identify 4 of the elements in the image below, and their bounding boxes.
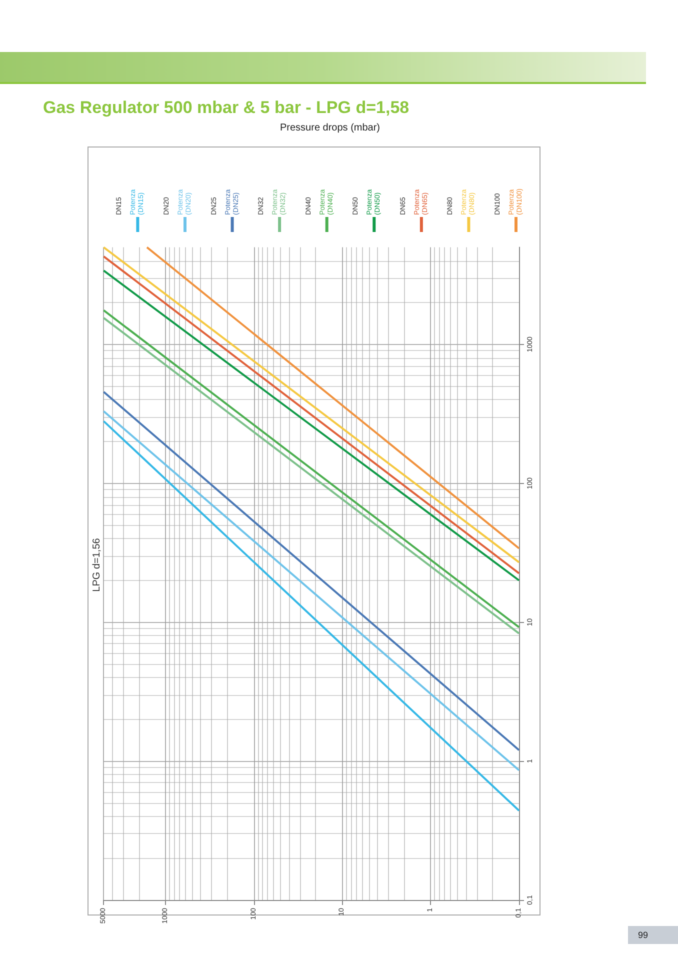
chart-title: Gas Regulator 500 mbar & 5 bar - LPG d=1,58 [43, 98, 410, 117]
text: 99 [638, 930, 648, 940]
y-axis-title: LPG d=1,56 [92, 538, 102, 592]
chart-subtitle: Pressure drops (mbar) [280, 122, 380, 134]
